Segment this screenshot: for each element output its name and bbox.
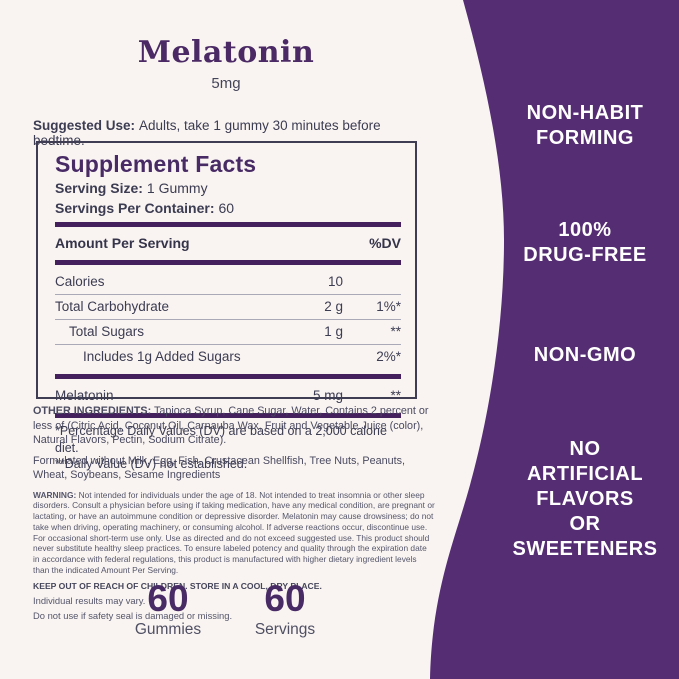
gummies-label: Gummies [134,621,202,638]
claim-no-artificial: NO ARTIFICIAL FLAVORS OR SWEETENERS [512,438,658,560]
allergen-statement: Formulated without Milk, Egg, Fish, Crus… [33,454,406,482]
other-ingredients-text: Tapioca Syrup, Cane Sugar, Water, Contai… [33,405,429,446]
claim-drug-free: 100% DRUG-FREE [523,219,647,266]
serving-size-label: Serving Size: [55,180,143,196]
servings-per-container-line: Servings Per Container: 60 [55,200,401,218]
thick-divider [55,260,401,265]
suggested-use: Suggested Use: Adults, take 1 gummy 30 mi… [33,118,433,148]
nutrient-amount: 2 g [324,299,343,314]
warning-statement: WARNING: Not intended for individuals un… [33,490,435,576]
supplement-facts-title: Supplement Facts [55,151,257,177]
nutrient-amount: 5 mg [312,388,343,403]
nutrient-name: Total Sugars [69,324,145,339]
nutrient-name: Includes 1g Added Sugars [83,349,241,364]
dv-footnote-1: *Percentage Daily Values (DV) are based … [55,424,387,455]
supplement-facts-panel: Supplement Facts Serving Size: 1 Gummy Se… [36,141,417,471]
nutrient-amount [279,349,343,364]
table-row-calories: Calories 10 [55,270,401,295]
claim-non-gmo: NON-GMO [533,344,637,366]
nutrient-dv: 2%* [376,349,401,364]
suggested-use-text: Adults, take 1 gummy 30 minutes before b… [33,118,381,148]
stat-gummies: 60 Gummies [113,580,223,639]
nutrient-dv: 1%* [376,299,401,314]
dv-footnote-2: **Daily Value (DV) not established. [55,457,248,471]
product-title: Melatonin [137,35,315,70]
nutrient-dv: ** [390,388,401,403]
nutrient-dv: ** [390,324,401,339]
table-row-added-sugars: Includes 1g Added Sugars 2%* [55,345,401,369]
nutrient-dv [343,274,401,289]
amount-per-serving-header: Amount Per Serving [55,235,190,251]
dv-footnotes: *Percentage Daily Values (DV) are based … [55,423,401,473]
gummies-count: 60 [147,578,189,619]
nutrient-amount: 1 g [324,324,343,339]
servings-label: Servings [254,621,316,638]
storage-notice: KEEP OUT OF REACH OF CHILDREN. STORE IN … [33,580,322,591]
nutrient-name: Calories [55,274,105,289]
table-row-total-sugars: Total Sugars 1 g ** [55,320,401,345]
serving-size-value: 1 Gummy [146,180,208,196]
thick-divider [55,374,401,379]
warning-text: Not intended for individuals under the a… [33,489,435,576]
facts-column-headers: Amount Per Serving %DV [55,232,401,255]
dv-header: %DV [369,235,401,251]
nutrient-amount: 10 [327,274,343,289]
thick-divider [55,413,401,418]
claim-non-habit-forming: NON-HABIT FORMING [526,102,644,149]
disclaimer-results: Individual results may vary. [33,594,146,606]
servings-count: 60 [264,578,306,619]
dosage-text: 5mg [211,75,241,92]
disclaimer-safety-seal: Do not use if safety seal is damaged or … [33,609,233,621]
table-row-total-carbohydrate: Total Carbohydrate 2 g 1%* [55,295,401,320]
other-ingredients-label: OTHER INGREDIENTS: [33,405,152,417]
fine-print-section: OTHER INGREDIENTS: Tapioca Syrup, Cane S… [33,404,435,621]
serving-size-line: Serving Size: 1 Gummy [55,180,401,198]
warning-label: WARNING: [33,489,77,500]
nutrient-name: Total Carbohydrate [55,299,170,314]
table-row-melatonin: Melatonin 5 mg ** [55,384,401,408]
other-ingredients: OTHER INGREDIENTS: Tapioca Syrup, Cane S… [33,404,435,448]
stat-servings: 60 Servings [230,580,340,639]
nutrient-name: Melatonin [55,388,114,403]
thick-divider [55,222,401,227]
servings-per-container-value: 60 [218,199,235,216]
servings-per-container-label: Servings Per Container: [55,199,215,216]
title-block: Melatonin 5mg [0,35,452,93]
suggested-use-label: Suggested Use: [33,118,136,133]
amount-col-spacer [279,235,343,251]
